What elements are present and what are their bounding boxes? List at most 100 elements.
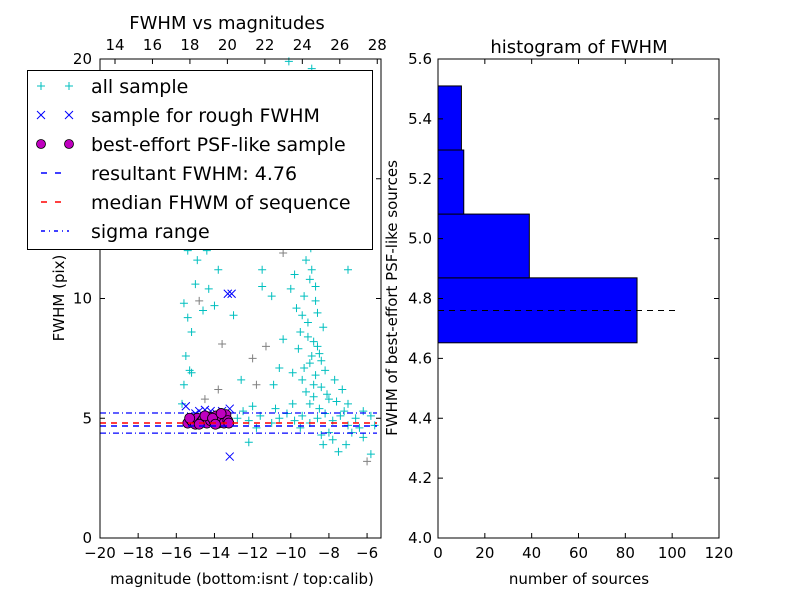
x-axis-label: magnitude (bottom:isnt / top:calib) — [110, 570, 374, 588]
all-sample-point — [342, 440, 351, 449]
x-tick-label: −6 — [356, 544, 378, 562]
all-sample-point — [258, 282, 267, 291]
legend-circle-icon — [64, 139, 74, 149]
all-sample-point — [187, 328, 196, 337]
all-sample-point — [178, 399, 187, 408]
all-sample-point — [307, 351, 316, 360]
legend-plus-icon — [65, 82, 73, 90]
y-tick-label: 5.2 — [408, 170, 432, 188]
top-x-tick-label: 22 — [255, 36, 274, 54]
all-sample-point — [267, 292, 276, 301]
all-sample-point — [210, 301, 219, 310]
all-sample-point — [292, 304, 301, 313]
all-sample-point — [336, 411, 345, 420]
all-sample-point — [311, 282, 320, 291]
top-x-tick-label: 24 — [293, 36, 312, 54]
all-sample-point — [300, 363, 309, 372]
all-sample-point — [330, 375, 339, 384]
all-sample-point — [181, 351, 190, 360]
all-sample-point — [303, 332, 312, 341]
all-sample-point — [237, 375, 246, 384]
all-sample-point — [179, 299, 188, 308]
all-sample-point — [340, 407, 349, 416]
legend-label: sample for rough FWHM — [91, 105, 320, 127]
all-sample-point — [317, 356, 326, 365]
y-tick-label: 5.6 — [408, 50, 432, 68]
all-sample-point — [319, 323, 328, 332]
rough-sample-point — [181, 401, 191, 411]
top-x-tick-label: 28 — [368, 36, 387, 54]
all-sample-point — [193, 256, 202, 265]
all-sample-point — [313, 342, 322, 351]
all-sample-point — [288, 399, 297, 408]
legend-circle-icon — [36, 139, 46, 149]
all-sample-point — [298, 311, 307, 320]
all-sample-point — [204, 284, 213, 293]
y-axis-label: FWHM (pix) — [50, 255, 68, 342]
all-sample-point — [233, 414, 242, 423]
top-x-tick-label: 14 — [105, 36, 124, 54]
all-sample-point — [366, 450, 375, 459]
y-tick-label: 4.6 — [408, 349, 432, 367]
all-sample-point — [290, 270, 299, 279]
other-sample-point — [248, 354, 257, 363]
rough-sample-point — [227, 289, 236, 299]
chart-title: FWHM vs magnitudes — [129, 13, 324, 34]
all-sample-point — [248, 402, 257, 411]
all-sample-point — [214, 265, 223, 274]
rough-sample-point — [225, 452, 235, 461]
histogram-bar — [437, 85, 462, 151]
legend-label: resultant FWHM: 4.76 — [91, 163, 297, 185]
all-sample-point — [315, 349, 324, 358]
psf-sample-point — [184, 412, 196, 424]
x-tick-label: −10 — [275, 544, 307, 562]
legend-label: best-effort PSF-like sample — [91, 134, 346, 156]
top-x-tick-label: 20 — [218, 36, 237, 54]
other-sample-point — [200, 395, 209, 404]
all-sample-point — [298, 411, 307, 420]
x-tick-label: 0 — [433, 544, 443, 562]
all-sample-point — [311, 371, 320, 380]
all-sample-point — [239, 407, 248, 416]
x-axis-label: number of sources — [509, 570, 649, 588]
all-sample-point — [351, 414, 360, 423]
all-sample-point — [328, 435, 337, 444]
all-sample-point — [338, 385, 347, 394]
all-sample-point — [305, 359, 314, 368]
x-tick-label: −18 — [122, 544, 154, 562]
chart-title: histogram of FWHM — [490, 37, 667, 58]
x-tick-label: 40 — [522, 544, 541, 562]
all-sample-point — [355, 423, 364, 432]
all-sample-point — [183, 313, 192, 322]
top-x-tick-label: 16 — [143, 36, 162, 54]
all-sample-point — [319, 440, 328, 449]
all-sample-point — [258, 265, 267, 274]
other-sample-point — [218, 340, 227, 349]
all-sample-point — [300, 292, 309, 301]
all-sample-point — [309, 392, 318, 401]
y-tick-label: 0 — [82, 529, 92, 547]
legend: all sample sample for rough FWHM best-effo… — [27, 70, 373, 250]
all-sample-point — [269, 380, 278, 389]
other-sample-point — [214, 385, 223, 394]
x-tick-label: 120 — [705, 544, 734, 562]
all-sample-point — [332, 397, 341, 406]
y-tick-label: 20 — [73, 50, 92, 68]
all-sample-point — [303, 318, 312, 327]
histogram-bar — [437, 213, 530, 279]
x-tick-label: −20 — [84, 544, 116, 562]
all-sample-point — [334, 447, 343, 456]
all-sample-point — [244, 438, 253, 447]
psf-sample-point — [215, 408, 227, 419]
y-tick-label: 4.4 — [408, 409, 432, 427]
all-sample-point — [302, 387, 311, 396]
all-sample-point — [305, 275, 314, 284]
x-tick-label: −8 — [318, 544, 340, 562]
x-tick-label: −12 — [237, 544, 269, 562]
y-tick-label: 5.4 — [408, 110, 432, 128]
x-tick-label: −14 — [199, 544, 231, 562]
all-sample-point — [288, 368, 297, 377]
rough-sample-point — [223, 289, 233, 299]
all-sample-point — [323, 390, 332, 399]
